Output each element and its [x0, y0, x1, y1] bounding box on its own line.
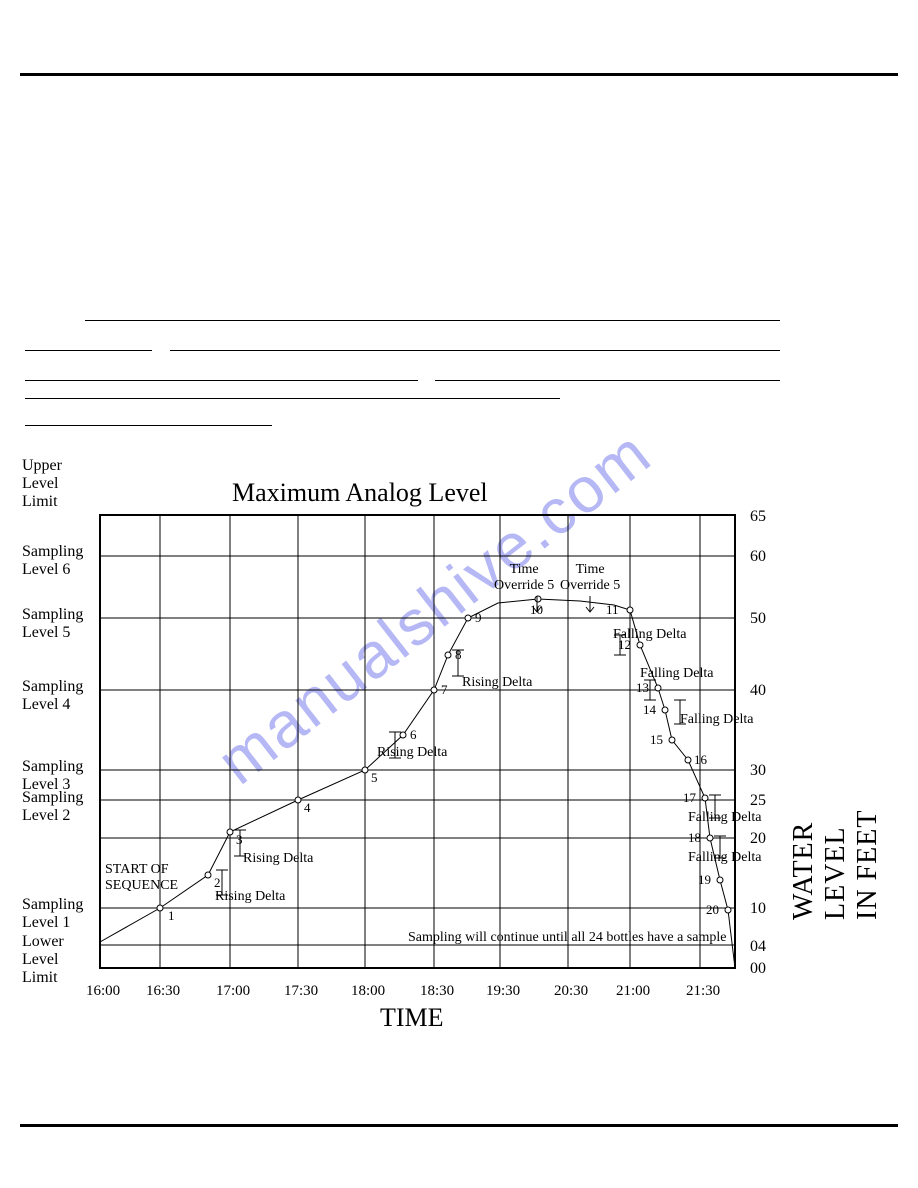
- rule-3b: [435, 380, 780, 381]
- falling-delta-3: Falling Delta: [680, 712, 754, 728]
- ytick-40: 40: [750, 682, 766, 700]
- xtick-8: 21:00: [616, 983, 650, 1000]
- time-override-1: Time Override 5: [494, 562, 554, 594]
- svg-text:5: 5: [371, 770, 378, 785]
- svg-text:7: 7: [441, 682, 448, 697]
- chart-title: Maximum Analog Level: [232, 478, 488, 508]
- svg-text:20: 20: [706, 902, 719, 917]
- svg-text:4: 4: [304, 800, 311, 815]
- sampling-level-6-label: Sampling Level 6: [22, 543, 83, 579]
- ytick-50: 50: [750, 610, 766, 628]
- rising-delta-3: Rising Delta: [377, 745, 447, 761]
- svg-text:13: 13: [636, 680, 649, 695]
- sampling-level-2-label: Sampling Level 2: [22, 789, 83, 825]
- rule-4: [25, 398, 560, 399]
- xtick-6: 19:30: [486, 983, 520, 1000]
- rule-1: [85, 320, 780, 321]
- svg-text:16: 16: [694, 752, 708, 767]
- svg-text:10: 10: [530, 602, 543, 617]
- svg-text:19: 19: [698, 872, 711, 887]
- svg-text:9: 9: [475, 610, 482, 625]
- xtick-5: 18:30: [420, 983, 454, 1000]
- x-axis-label: TIME: [380, 1003, 444, 1033]
- svg-text:14: 14: [643, 702, 657, 717]
- svg-text:15: 15: [650, 732, 663, 747]
- rising-delta-2: Rising Delta: [243, 851, 313, 867]
- svg-text:8: 8: [455, 647, 462, 662]
- svg-text:1: 1: [168, 908, 175, 923]
- sampling-level-1-label: Sampling Level 1: [22, 896, 83, 932]
- ytick-60: 60: [750, 548, 766, 566]
- svg-text:18: 18: [688, 830, 701, 845]
- falling-delta-2: Falling Delta: [640, 666, 714, 682]
- xtick-1: 16:30: [146, 983, 180, 1000]
- ytick-04: 04: [750, 938, 766, 956]
- watermark-text: manualshive.com: [203, 415, 665, 798]
- svg-text:3: 3: [236, 832, 243, 847]
- svg-text:11: 11: [606, 602, 619, 617]
- rising-delta-4: Rising Delta: [462, 675, 532, 691]
- rising-delta-1: Rising Delta: [215, 889, 285, 905]
- xtick-9: 21:30: [686, 983, 720, 1000]
- chart-svg: 1234567891011121314151617181920: [0, 0, 918, 1188]
- xtick-7: 20:30: [554, 983, 588, 1000]
- ytick-20: 20: [750, 830, 766, 848]
- start-of-sequence-label: START OF SEQUENCE: [105, 862, 178, 894]
- ytick-30: 30: [750, 762, 766, 780]
- time-override-2: Time Override 5: [560, 562, 620, 594]
- rule-2b: [170, 350, 780, 351]
- falling-delta-1: Falling Delta: [613, 627, 687, 643]
- sampling-level-4-label: Sampling Level 4: [22, 678, 83, 714]
- ytick-25: 25: [750, 792, 766, 810]
- top-rule: [20, 73, 898, 76]
- footer-note: Sampling will continue until all 24 bott…: [408, 930, 726, 946]
- rule-2a: [25, 350, 152, 351]
- y-axis-label: WATER LEVEL IN FEET: [788, 790, 884, 920]
- ytick-65: 65: [750, 508, 766, 526]
- svg-text:2: 2: [214, 875, 221, 890]
- xtick-4: 18:00: [351, 983, 385, 1000]
- svg-text:6: 6: [410, 727, 417, 742]
- bottom-rule: [20, 1124, 898, 1127]
- falling-delta-4: Falling Delta: [688, 810, 762, 826]
- falling-delta-5: Falling Delta: [688, 850, 762, 866]
- upper-level-limit-label: Upper Level Limit: [22, 457, 62, 511]
- rule-3a: [25, 380, 418, 381]
- ytick-10: 10: [750, 900, 766, 918]
- rule-5: [25, 425, 272, 426]
- svg-text:17: 17: [683, 790, 697, 805]
- xtick-3: 17:30: [284, 983, 318, 1000]
- ytick-00: 00: [750, 960, 766, 978]
- xtick-0: 16:00: [86, 983, 120, 1000]
- xtick-2: 17:00: [216, 983, 250, 1000]
- lower-level-limit-label: Lower Level Limit: [22, 933, 64, 987]
- sampling-level-5-label: Sampling Level 5: [22, 606, 83, 642]
